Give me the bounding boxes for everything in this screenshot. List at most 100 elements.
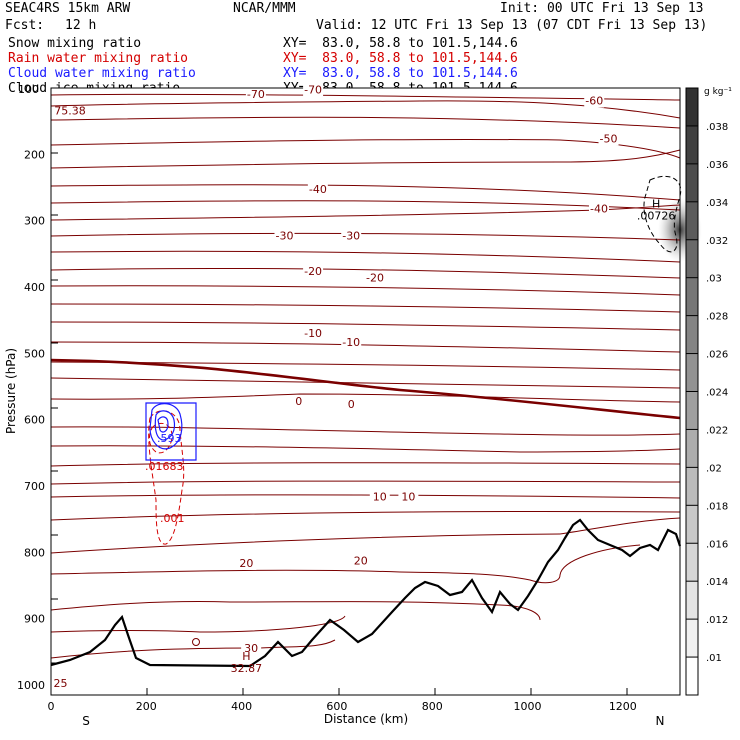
init-time: Init: 00 UTC Fri 13 Sep 13 — [500, 1, 704, 16]
x-tick-label: 1200 — [609, 700, 637, 713]
valid-time: Valid: 12 UTC Fri 13 Sep 13 (07 CDT Fri … — [316, 18, 708, 33]
colorbar-cell — [686, 315, 698, 354]
y-tick-label: 400 — [24, 281, 45, 294]
colorbar-tick-label: .03 — [706, 274, 722, 285]
extremum-marker: H — [242, 650, 250, 663]
isotherm-label: 0 — [295, 395, 302, 408]
isotherm-label: -30 — [342, 229, 360, 242]
isotherm-label: 30 — [244, 642, 258, 655]
field-label-rain: Rain water mixing ratio — [8, 51, 189, 66]
colorbar-cell — [686, 581, 698, 620]
isotherm-label: -50 — [600, 132, 618, 145]
isotherm-label: -30 — [276, 229, 294, 242]
isotherm-label: -70 — [247, 88, 265, 101]
rain-water-label-max: .01683 — [145, 460, 184, 473]
colorbar-tick-label: .01 — [706, 653, 722, 664]
contour-label-bg — [236, 557, 257, 570]
y-axis-ticks: 200 300 400 500 600 700 800 900 1000 — [17, 148, 45, 692]
contour-label-bg — [369, 491, 390, 504]
field-xy-cloud-water: XY= 83.0, 58.8 to 101.5,144.6 — [283, 66, 518, 81]
y-tick-label: 200 — [24, 148, 45, 161]
field-xy-snow: XY= 83.0, 58.8 to 101.5,144.6 — [283, 36, 518, 51]
extremum-marker: H — [652, 197, 660, 210]
colorbar-cell — [686, 163, 698, 202]
colorbar-tick-label: .014 — [706, 577, 728, 588]
colorbar-unit: g kg⁻¹ — [704, 87, 732, 97]
colorbar-tick-label: .032 — [706, 236, 728, 247]
isotherm-label: -70 — [304, 83, 322, 96]
contour-label-bg — [350, 555, 371, 568]
contour-label-bg — [365, 272, 386, 285]
isotherm-label: 0 — [348, 398, 355, 411]
colorbar-tick-label: .02 — [706, 463, 722, 474]
forecast-value: 12 h — [65, 18, 97, 33]
colorbar: .01 .012 .014 .016 .018 .02 .022 .024 .026 .028 .0… — [685, 87, 732, 696]
contour-label-bg — [341, 398, 362, 411]
contour-label-bg — [303, 266, 324, 279]
colorbar-tick-label: .026 — [706, 350, 728, 361]
terrain-profile — [50, 518, 682, 668]
y-tick-label: 700 — [24, 480, 45, 493]
contour-labels: -70 -70 -60 -50 -40 -40 -30 -30 -20 -20 -10 -10 0 0 10… — [236, 83, 619, 655]
contour-label-bg — [303, 84, 324, 97]
colorbar-tick-label: .022 — [706, 425, 728, 436]
x-tick-label: 200 — [136, 700, 157, 713]
colorbar-tick-label: .024 — [706, 388, 728, 399]
contour-label-bg — [274, 230, 295, 243]
isotherm-label: -60 — [585, 95, 603, 108]
isotherm-label: 10 — [373, 491, 387, 504]
y-axis-label: Pressure (hPa) — [4, 348, 18, 434]
center-title: NCAR/MMM — [233, 1, 296, 16]
isotherm-label: -10 — [304, 327, 322, 340]
contour-label-bg — [398, 491, 419, 504]
colorbar-cell — [686, 391, 698, 430]
extremum-value: 32.87 — [231, 662, 263, 675]
colorbar-cell — [686, 543, 698, 582]
small-contour-circle — [192, 638, 200, 646]
contour-label-bg — [341, 337, 362, 350]
colorbar-cell — [686, 88, 698, 126]
plot-area — [51, 88, 680, 695]
colorbar-cell — [686, 505, 698, 544]
model-title: SEAC4RS 15km ARW — [5, 1, 131, 16]
contour-label-bg — [307, 183, 328, 196]
isotherm-label: 10 — [401, 491, 415, 504]
y-tick-label: 800 — [24, 546, 45, 559]
isotherm-label: -20 — [304, 265, 322, 278]
y-tick-label: 900 — [24, 613, 45, 626]
x-tick-label: 1000 — [514, 700, 542, 713]
y-tick-label: 300 — [24, 215, 45, 228]
colorbar-cell — [686, 201, 698, 240]
extremum-value: 25 — [54, 677, 68, 690]
x-tick-label: 0 — [48, 700, 55, 713]
x-axis-label: Distance (km) — [324, 712, 408, 726]
colorbar-tick-label: .018 — [706, 501, 728, 512]
contour-label-bg — [245, 88, 266, 101]
field-label-snow: Snow mixing ratio — [8, 36, 142, 51]
extremum-value: 75.38 — [54, 105, 86, 118]
colorbar-cell — [686, 277, 698, 316]
isotherm-label: 20 — [239, 557, 253, 570]
axis-tick-marks — [50, 87, 628, 695]
isotherm-label: -40 — [309, 183, 327, 196]
colorbar-tick-label: .028 — [706, 312, 728, 323]
x-tick-label: 600 — [326, 700, 347, 713]
cloud-water-label: .593 — [157, 432, 182, 445]
colorbar-tick-label: .034 — [706, 198, 728, 209]
extremum-value: .00726 — [637, 209, 676, 222]
isotherm-label: 20 — [354, 554, 368, 567]
forecast-label: Fcst: — [5, 18, 45, 33]
colorbar-cell — [686, 125, 698, 164]
isotherm-label: -20 — [366, 272, 384, 285]
colorbar-tick-label: .036 — [706, 160, 728, 171]
contour-label-bg — [341, 230, 362, 243]
contour-label-bg — [584, 95, 605, 108]
colorbar-cell — [686, 619, 698, 658]
contour-label-bg — [303, 327, 324, 340]
contour-label-bg — [588, 203, 609, 216]
colorbar-tick-label: .012 — [706, 615, 728, 626]
north-end-label: N — [656, 714, 665, 728]
x-tick-label: 800 — [422, 700, 443, 713]
y-top-label: 100 — [18, 83, 39, 96]
